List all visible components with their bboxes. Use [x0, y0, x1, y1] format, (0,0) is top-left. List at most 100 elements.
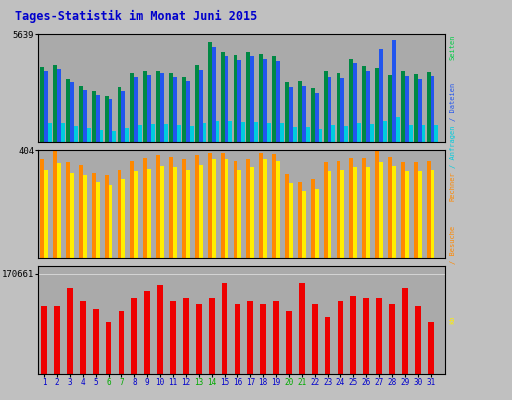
Bar [238, 60, 241, 142]
Bar [41, 306, 47, 374]
Bar [221, 152, 225, 258]
Bar [315, 188, 318, 258]
Bar [121, 179, 125, 258]
Bar [331, 125, 335, 142]
Bar [195, 155, 199, 258]
Bar [366, 167, 370, 258]
Bar [221, 52, 225, 142]
Bar [208, 42, 211, 142]
Bar [70, 82, 74, 142]
Bar [183, 298, 189, 374]
Bar [250, 56, 254, 142]
Bar [405, 76, 409, 142]
Bar [315, 93, 318, 142]
Bar [80, 301, 86, 374]
Bar [134, 171, 138, 258]
Bar [418, 171, 421, 258]
Bar [208, 152, 211, 258]
Bar [276, 60, 280, 142]
Bar [299, 283, 305, 374]
Bar [357, 122, 361, 142]
Bar [79, 164, 83, 258]
Bar [337, 301, 344, 374]
Bar [276, 160, 280, 258]
Bar [388, 75, 392, 142]
Bar [289, 87, 293, 142]
Bar [211, 47, 216, 142]
Bar [418, 79, 421, 142]
Bar [396, 117, 400, 142]
Text: Tages-Statistik im Monat Juni 2015: Tages-Statistik im Monat Juni 2015 [15, 10, 258, 23]
Bar [353, 63, 357, 142]
Bar [44, 71, 48, 142]
Bar [272, 56, 276, 142]
Bar [302, 191, 306, 258]
Bar [427, 160, 431, 258]
Bar [336, 73, 340, 142]
Bar [431, 170, 435, 258]
Bar [113, 131, 116, 142]
Bar [293, 128, 296, 142]
Bar [109, 99, 113, 142]
Bar [388, 156, 392, 258]
Bar [259, 152, 263, 258]
Bar [228, 121, 232, 142]
Bar [190, 126, 194, 142]
Bar [366, 71, 370, 142]
Bar [289, 183, 293, 258]
Bar [285, 174, 289, 258]
Bar [260, 304, 266, 374]
Bar [435, 125, 438, 142]
Bar [350, 296, 356, 374]
Bar [246, 52, 250, 142]
Bar [92, 172, 96, 258]
Bar [83, 175, 87, 258]
Bar [160, 73, 164, 142]
Bar [379, 162, 383, 258]
Text: / Anfragen: / Anfragen [450, 126, 456, 168]
Bar [311, 88, 315, 142]
Bar [376, 298, 382, 374]
Bar [170, 301, 176, 374]
Bar [109, 184, 113, 258]
Bar [177, 125, 181, 142]
Bar [306, 127, 310, 142]
Bar [401, 71, 405, 142]
Bar [311, 179, 315, 258]
Bar [402, 288, 408, 374]
Bar [203, 123, 206, 142]
Bar [83, 90, 87, 142]
Bar [392, 166, 396, 258]
Bar [325, 317, 330, 374]
Bar [147, 75, 151, 142]
Bar [222, 283, 227, 374]
Bar [250, 167, 254, 258]
Bar [267, 122, 271, 142]
Bar [66, 79, 70, 142]
Bar [67, 288, 73, 374]
Bar [259, 54, 263, 142]
Bar [196, 304, 202, 374]
Text: / Besuche: / Besuche [450, 226, 456, 264]
Bar [350, 58, 353, 142]
Bar [238, 170, 241, 258]
Bar [285, 82, 289, 142]
Bar [273, 301, 279, 374]
Bar [66, 162, 70, 258]
Bar [415, 306, 421, 374]
Bar [428, 322, 434, 374]
Bar [131, 160, 134, 258]
Bar [74, 126, 78, 142]
Bar [246, 159, 250, 258]
Bar [340, 78, 345, 142]
Bar [118, 87, 121, 142]
Bar [375, 150, 379, 258]
Bar [160, 166, 164, 258]
Bar [87, 128, 91, 142]
Bar [421, 125, 425, 142]
Bar [340, 170, 345, 258]
Bar [312, 304, 317, 374]
Bar [173, 167, 177, 258]
Bar [298, 80, 302, 142]
Bar [233, 160, 238, 258]
